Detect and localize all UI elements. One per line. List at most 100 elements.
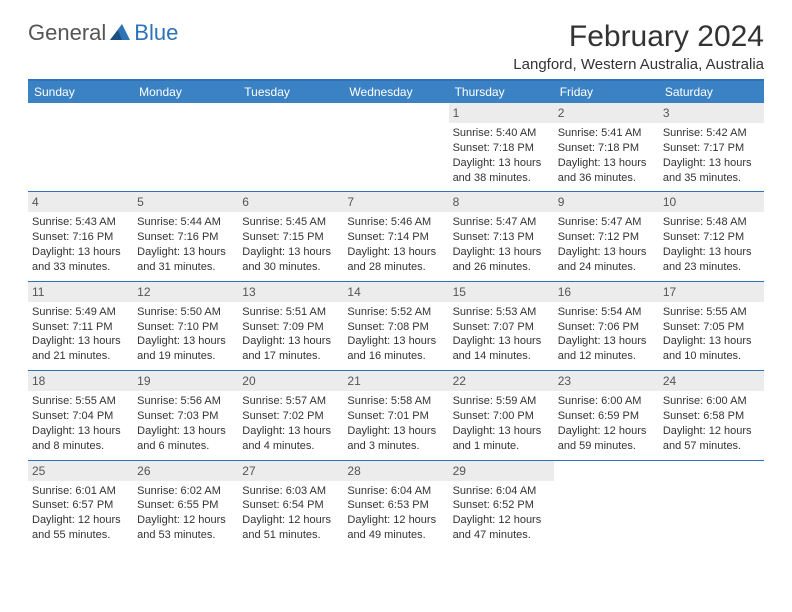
sunset-text: Sunset: 7:03 PM [137,409,234,424]
day-number: 14 [343,282,448,302]
sunrise-text: Sunrise: 5:40 AM [453,126,550,141]
sunset-text: Sunset: 7:02 PM [242,409,339,424]
daylight-text: Daylight: 13 hours and 26 minutes. [453,245,550,275]
calendar-cell: 29Sunrise: 6:04 AMSunset: 6:52 PMDayligh… [449,460,554,549]
calendar-week: 11Sunrise: 5:49 AMSunset: 7:11 PMDayligh… [28,281,764,370]
sunrise-text: Sunrise: 5:41 AM [558,126,655,141]
day-body: Sunrise: 6:04 AMSunset: 6:52 PMDaylight:… [453,484,550,543]
day-number: 12 [133,282,238,302]
day-body: Sunrise: 5:53 AMSunset: 7:07 PMDaylight:… [453,305,550,364]
day-number: 1 [449,103,554,123]
logo: General Blue [28,20,178,46]
day-body: Sunrise: 5:50 AMSunset: 7:10 PMDaylight:… [137,305,234,364]
calendar-week: 25Sunrise: 6:01 AMSunset: 6:57 PMDayligh… [28,460,764,549]
day-number: 26 [133,461,238,481]
daylight-text: Daylight: 13 hours and 35 minutes. [663,156,760,186]
sunrise-text: Sunrise: 5:46 AM [347,215,444,230]
daylight-text: Daylight: 13 hours and 21 minutes. [32,334,129,364]
day-number: 8 [449,192,554,212]
calendar-cell: 11Sunrise: 5:49 AMSunset: 7:11 PMDayligh… [28,281,133,370]
sunset-text: Sunset: 6:55 PM [137,498,234,513]
calendar-cell: 24Sunrise: 6:00 AMSunset: 6:58 PMDayligh… [659,371,764,460]
calendar-cell: 16Sunrise: 5:54 AMSunset: 7:06 PMDayligh… [554,281,659,370]
day-number: 10 [659,192,764,212]
day-number: 15 [449,282,554,302]
calendar-cell: . [554,460,659,549]
sunrise-text: Sunrise: 5:55 AM [663,305,760,320]
daylight-text: Daylight: 12 hours and 49 minutes. [347,513,444,543]
day-header: Thursday [449,81,554,103]
sunset-text: Sunset: 7:16 PM [32,230,129,245]
sunset-text: Sunset: 7:07 PM [453,320,550,335]
day-number: 7 [343,192,448,212]
calendar-cell: 15 Sunrise: 5:53 AMSunset: 7:07 PMDayligh… [449,281,554,370]
daylight-text: Daylight: 13 hours and 12 minutes. [558,334,655,364]
daylight-text: Daylight: 12 hours and 51 minutes. [242,513,339,543]
calendar-cell: 20Sunrise: 5:57 AMSunset: 7:02 PMDayligh… [238,371,343,460]
calendar-cell: 9Sunrise: 5:47 AMSunset: 7:12 PMDaylight… [554,192,659,281]
day-body: Sunrise: 5:45 AMSunset: 7:15 PMDaylight:… [242,215,339,274]
calendar-week: 18Sunrise: 5:55 AMSunset: 7:04 PMDayligh… [28,371,764,460]
sunrise-text: Sunrise: 6:03 AM [242,484,339,499]
day-number: 22 [449,371,554,391]
day-body: Sunrise: 5:59 AMSunset: 7:00 PMDaylight:… [453,394,550,453]
daylight-text: Daylight: 13 hours and 10 minutes. [663,334,760,364]
sunset-text: Sunset: 7:18 PM [558,141,655,156]
calendar-cell: . [28,103,133,192]
logo-text-blue: Blue [134,20,178,46]
sunrise-text: Sunrise: 6:00 AM [558,394,655,409]
calendar-cell: . [238,103,343,192]
sunrise-text: Sunrise: 5:51 AM [242,305,339,320]
day-body: Sunrise: 5:47 AMSunset: 7:13 PMDaylight:… [453,215,550,274]
sunrise-text: Sunrise: 6:04 AM [347,484,444,499]
sunset-text: Sunset: 7:05 PM [663,320,760,335]
day-body: Sunrise: 5:40 AMSunset: 7:18 PMDaylight:… [453,126,550,185]
sunrise-text: Sunrise: 5:43 AM [32,215,129,230]
calendar-cell: 1 Sunrise: 5:40 AMSunset: 7:18 PMDaylight… [449,103,554,192]
daylight-text: Daylight: 12 hours and 53 minutes. [137,513,234,543]
sunrise-text: Sunrise: 5:59 AM [453,394,550,409]
day-number: 25 [28,461,133,481]
header: General Blue February 2024 Langford, Wes… [28,20,764,73]
calendar-cell: 13Sunrise: 5:51 AMSunset: 7:09 PMDayligh… [238,281,343,370]
sunrise-text: Sunrise: 5:57 AM [242,394,339,409]
calendar-cell: 3Sunrise: 5:42 AMSunset: 7:17 PMDaylight… [659,103,764,192]
calendar-body: ....1Sunrise: 5:40 AMSunset: 7:18 PMDayl… [28,103,764,549]
day-body: Sunrise: 5:51 AMSunset: 7:09 PMDaylight:… [242,305,339,364]
sunrise-text: Sunrise: 6:00 AM [663,394,760,409]
daylight-text: Daylight: 13 hours and 16 minutes. [347,334,444,364]
day-number: 9 [554,192,659,212]
day-body: Sunrise: 6:02 AMSunset: 6:55 PMDaylight:… [137,484,234,543]
sunrise-text: Sunrise: 5:42 AM [663,126,760,141]
sunset-text: Sunset: 7:17 PM [663,141,760,156]
day-body: Sunrise: 5:52 AMSunset: 7:08 PMDaylight:… [347,305,444,364]
calendar-cell: 12 Sunrise: 5:50 AMSunset: 7:10 PMDayligh… [133,281,238,370]
sunset-text: Sunset: 7:14 PM [347,230,444,245]
daylight-text: Daylight: 12 hours and 57 minutes. [663,424,760,454]
day-number: 6 [238,192,343,212]
day-body: Sunrise: 6:04 AMSunset: 6:53 PMDaylight:… [347,484,444,543]
day-number: 21 [343,371,448,391]
daylight-text: Daylight: 13 hours and 30 minutes. [242,245,339,275]
sunset-text: Sunset: 7:15 PM [242,230,339,245]
calendar-cell: 27Sunrise: 6:03 AMSunset: 6:54 PMDayligh… [238,460,343,549]
sunrise-text: Sunrise: 5:44 AM [137,215,234,230]
calendar-cell: 4Sunrise: 5:43 AMSunset: 7:16 PMDaylight… [28,192,133,281]
sunset-text: Sunset: 7:06 PM [558,320,655,335]
sunrise-text: Sunrise: 5:58 AM [347,394,444,409]
calendar-week: 4Sunrise: 5:43 AMSunset: 7:16 PMDaylight… [28,192,764,281]
calendar-cell: 19Sunrise: 5:56 AMSunset: 7:03 PMDayligh… [133,371,238,460]
logo-sail-icon [108,22,132,45]
sunrise-text: Sunrise: 6:02 AM [137,484,234,499]
day-body: Sunrise: 5:41 AMSunset: 7:18 PMDaylight:… [558,126,655,185]
sunset-text: Sunset: 6:53 PM [347,498,444,513]
daylight-text: Daylight: 13 hours and 31 minutes. [137,245,234,275]
calendar-cell: . [659,460,764,549]
title-block: February 2024 Langford, Western Australi… [513,20,764,73]
day-number: 11 [28,282,133,302]
sunset-text: Sunset: 7:18 PM [453,141,550,156]
day-header-row: Sunday Monday Tuesday Wednesday Thursday… [28,81,764,103]
calendar-cell: 14 Sunrise: 5:52 AMSunset: 7:08 PMDayligh… [343,281,448,370]
day-body: Sunrise: 5:55 AMSunset: 7:04 PMDaylight:… [32,394,129,453]
sunrise-text: Sunrise: 5:55 AM [32,394,129,409]
